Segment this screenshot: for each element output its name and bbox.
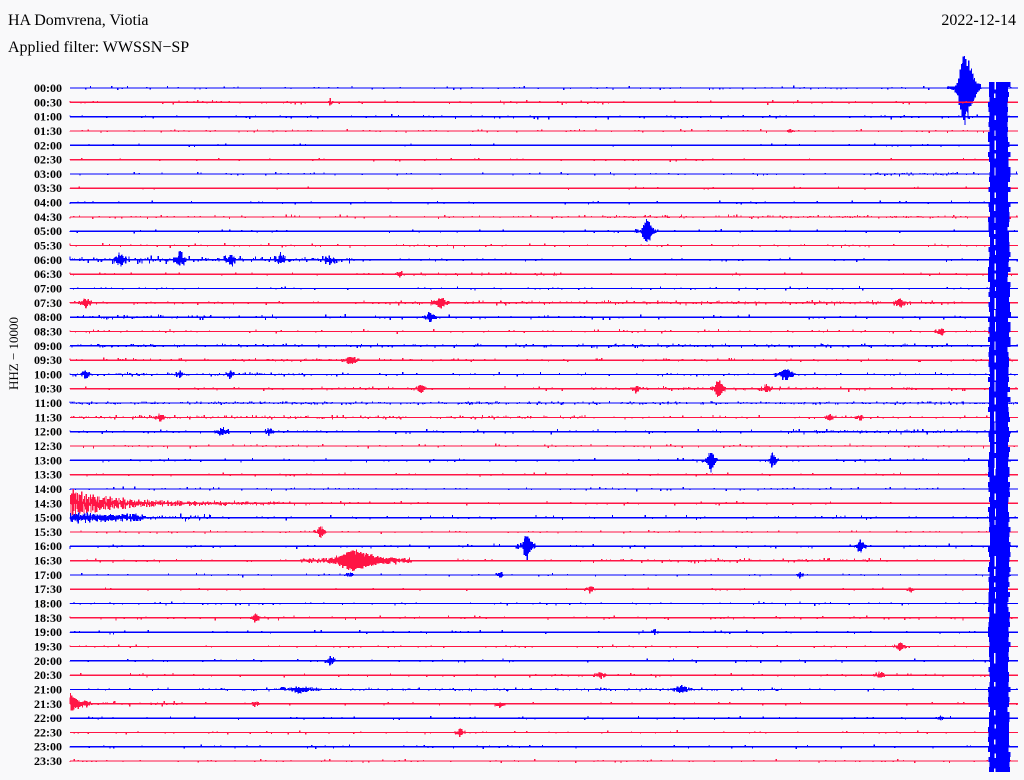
- svg-text:23:00: 23:00: [34, 740, 62, 754]
- svg-text:21:30: 21:30: [34, 697, 62, 711]
- svg-text:01:00: 01:00: [34, 110, 62, 124]
- svg-text:21:00: 21:00: [34, 682, 62, 696]
- svg-text:03:30: 03:30: [34, 181, 62, 195]
- svg-text:10:30: 10:30: [34, 382, 62, 396]
- svg-text:13:30: 13:30: [34, 468, 62, 482]
- svg-text:10:00: 10:00: [34, 367, 62, 381]
- svg-text:11:30: 11:30: [35, 410, 62, 424]
- svg-text:12:00: 12:00: [34, 425, 62, 439]
- svg-text:11:00: 11:00: [35, 396, 62, 410]
- svg-text:14:00: 14:00: [34, 482, 62, 496]
- svg-text:18:30: 18:30: [34, 611, 62, 625]
- svg-text:07:30: 07:30: [34, 296, 62, 310]
- svg-text:00:30: 00:30: [34, 95, 62, 109]
- svg-text:16:30: 16:30: [34, 554, 62, 568]
- svg-text:08:00: 08:00: [34, 310, 62, 324]
- svg-text:02:30: 02:30: [34, 153, 62, 167]
- svg-text:06:30: 06:30: [34, 267, 62, 281]
- svg-text:20:00: 20:00: [34, 654, 62, 668]
- svg-text:13:00: 13:00: [34, 453, 62, 467]
- svg-text:00:00: 00:00: [34, 81, 62, 95]
- svg-text:09:00: 09:00: [34, 339, 62, 353]
- svg-text:05:30: 05:30: [34, 239, 62, 253]
- svg-text:06:00: 06:00: [34, 253, 62, 267]
- svg-text:14:30: 14:30: [34, 496, 62, 510]
- svg-text:16:00: 16:00: [34, 539, 62, 553]
- svg-text:08:30: 08:30: [34, 324, 62, 338]
- svg-text:01:30: 01:30: [34, 124, 62, 138]
- svg-text:07:00: 07:00: [34, 282, 62, 296]
- svg-text:05:00: 05:00: [34, 224, 62, 238]
- svg-text:15:00: 15:00: [34, 511, 62, 525]
- svg-text:17:00: 17:00: [34, 568, 62, 582]
- svg-text:17:30: 17:30: [34, 582, 62, 596]
- svg-text:04:30: 04:30: [34, 210, 62, 224]
- svg-text:23:30: 23:30: [34, 754, 62, 768]
- svg-text:12:30: 12:30: [34, 439, 62, 453]
- svg-text:09:30: 09:30: [34, 353, 62, 367]
- svg-text:02:00: 02:00: [34, 138, 62, 152]
- svg-text:19:00: 19:00: [34, 625, 62, 639]
- svg-text:18:00: 18:00: [34, 597, 62, 611]
- svg-text:22:00: 22:00: [34, 711, 62, 725]
- svg-text:04:00: 04:00: [34, 196, 62, 210]
- svg-text:19:30: 19:30: [34, 640, 62, 654]
- svg-text:20:30: 20:30: [34, 668, 62, 682]
- svg-text:03:00: 03:00: [34, 167, 62, 181]
- svg-text:22:30: 22:30: [34, 725, 62, 739]
- svg-text:15:30: 15:30: [34, 525, 62, 539]
